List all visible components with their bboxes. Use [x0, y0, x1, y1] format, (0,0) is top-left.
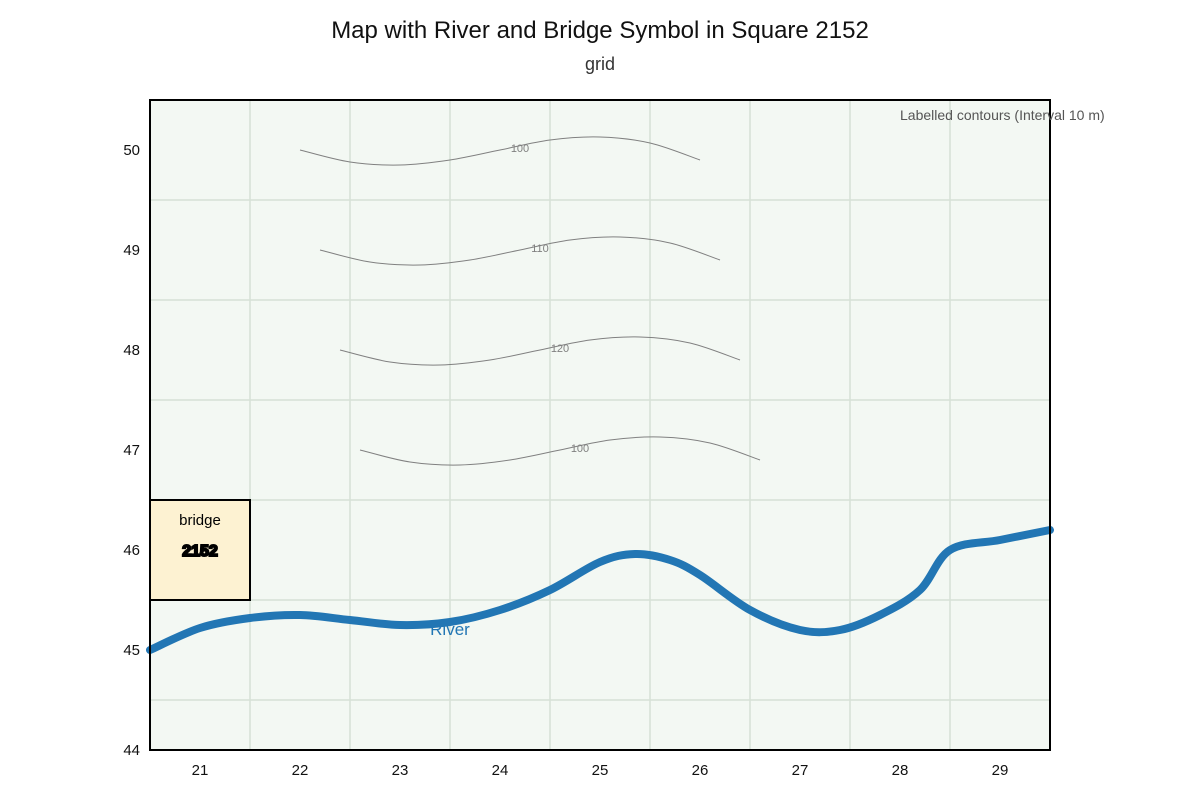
contour-line: [319, 236, 721, 266]
contour-lines: 100 110 120 100: [299, 136, 761, 466]
chart-subtitle: grid: [584, 54, 615, 74]
bridge-square: [149, 499, 251, 601]
chart-title: Map with River and Bridge Symbol in Squa…: [331, 17, 869, 44]
contour-label: 120: [551, 343, 569, 355]
x-tick-label: 24: [492, 762, 509, 779]
x-tick-label: 29: [992, 762, 1009, 779]
x-tick-label: 22: [292, 762, 309, 779]
x-tick-label: 27: [792, 762, 809, 779]
map-frame: [149, 99, 1051, 751]
map-background: [150, 100, 1050, 750]
bridge-code: 2152: [182, 543, 218, 560]
x-tick-label: 21: [192, 762, 209, 779]
contour-label: 100: [571, 443, 589, 455]
contour-label: 110: [531, 243, 549, 255]
contour-label: 100: [511, 143, 529, 155]
river-layer: River: [146, 526, 1054, 654]
x-tick-label: 23: [392, 762, 409, 779]
y-axis-ticks: 44 45 46 47 48 49 50: [123, 142, 140, 759]
contour-line: [299, 136, 701, 166]
bridge-symbol: bridge 2152: [149, 499, 251, 601]
legend-note: Labelled contours (Interval 10 m): [900, 107, 1105, 123]
y-tick-label: 45: [123, 642, 140, 659]
grid-lines: [150, 100, 1050, 750]
y-tick-label: 49: [123, 242, 140, 259]
x-tick-label: 28: [892, 762, 909, 779]
y-tick-label: 46: [123, 542, 140, 559]
contour-line: [339, 336, 741, 366]
x-tick-label: 26: [692, 762, 709, 779]
river-line: [146, 526, 1054, 654]
river-label: River: [430, 620, 470, 639]
contour-line: [359, 436, 761, 466]
y-tick-label: 48: [123, 342, 140, 359]
x-tick-label: 25: [592, 762, 609, 779]
y-tick-label: 47: [123, 442, 140, 459]
y-tick-label: 50: [123, 142, 140, 159]
y-tick-label: 44: [123, 742, 140, 759]
bridge-label: bridge: [179, 512, 221, 529]
x-axis-ticks: 21 22 23 24 25 26 27 28 29: [192, 762, 1009, 779]
